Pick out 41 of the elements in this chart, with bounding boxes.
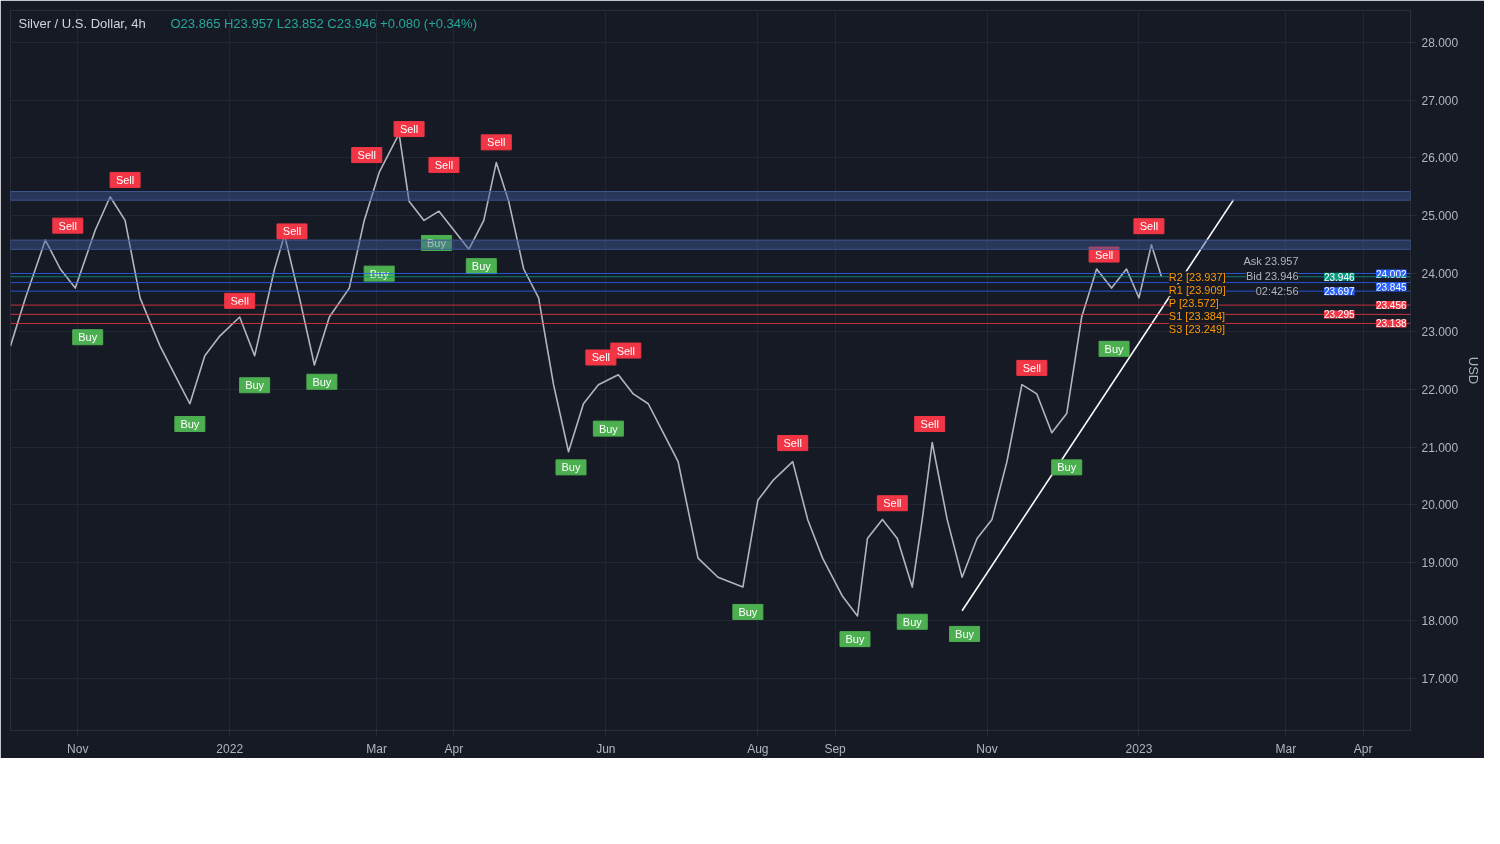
x-tick-label: Nov [976, 741, 998, 756]
ref-line-label: 23.845 [1375, 281, 1407, 293]
x-tick-label: 2023 [1125, 741, 1153, 756]
ref-line-label: 23.697 [1323, 286, 1355, 298]
y-axis-title: USD [1466, 356, 1482, 385]
annotation: S3 [23.249] [1168, 323, 1226, 336]
ref-line-label: 23.295 [1323, 309, 1355, 321]
y-tick-label: 25.000 [1421, 209, 1459, 224]
ref-line-label: 23.456 [1375, 300, 1407, 312]
y-tick-label: 28.000 [1421, 35, 1459, 50]
y-tick-label: 24.000 [1421, 267, 1459, 282]
y-tick-label: 26.000 [1421, 151, 1459, 166]
y-tick-label: 18.000 [1421, 614, 1459, 629]
y-tick-label: 20.000 [1421, 498, 1459, 513]
x-tick-label: Aug [747, 741, 769, 756]
chart-title: Silver / U.S. Dollar, 4h [18, 15, 146, 31]
chart-subtitle: O23.865 H23.957 L23.852 C23.946 +0.080 (+0.34%) [170, 15, 477, 31]
x-tick-label: Apr [1353, 741, 1373, 756]
annotation: Bid 23.946 [1245, 269, 1299, 282]
annotation: Ask 23.957 [1243, 254, 1299, 267]
y-tick-label: 22.000 [1421, 382, 1459, 397]
x-tick-label: Nov [67, 741, 89, 756]
annotation: P [23.572] [1168, 297, 1219, 310]
annotation: S1 [23.384] [1168, 310, 1226, 323]
x-tick-label: Mar [366, 741, 388, 756]
y-tick-label: 27.000 [1421, 93, 1459, 108]
y-tick-label: 17.000 [1421, 671, 1459, 686]
ref-line-label: 23.138 [1375, 318, 1407, 330]
x-tick-label: Apr [444, 741, 464, 756]
x-tick-label: 2022 [216, 741, 244, 756]
x-tick-label: Sep [824, 741, 847, 756]
y-tick-label: 21.000 [1421, 440, 1459, 455]
x-tick-label: Mar [1275, 741, 1297, 756]
annotation: R1 [23.909] [1168, 284, 1226, 297]
annotation: R2 [23.937] [1168, 271, 1226, 284]
y-tick-label: 23.000 [1421, 324, 1459, 339]
annotation: 02:42:56 [1255, 284, 1299, 297]
ref-line-label: 24.002 [1375, 268, 1407, 280]
y-tick-label: 19.000 [1421, 556, 1459, 571]
x-tick-label: Jun [596, 741, 616, 756]
ref-line-label: 23.946 [1323, 271, 1355, 283]
